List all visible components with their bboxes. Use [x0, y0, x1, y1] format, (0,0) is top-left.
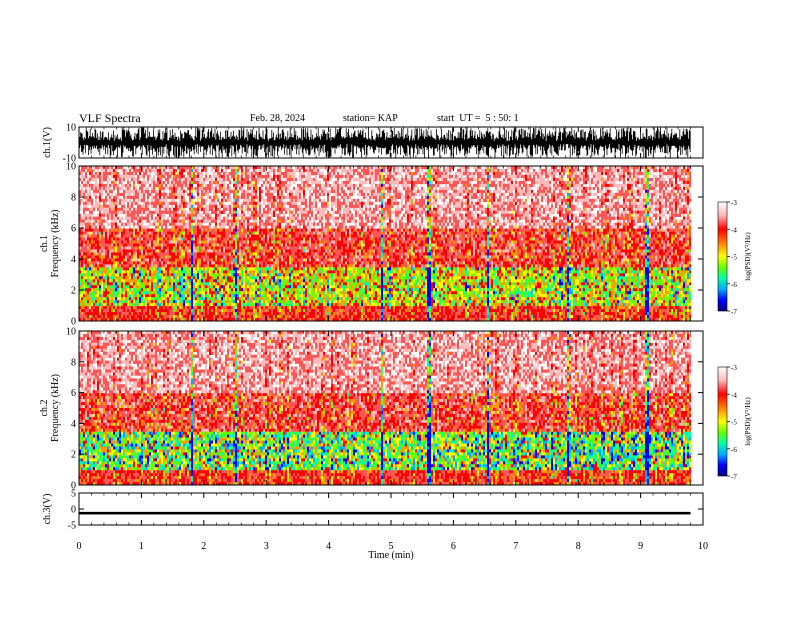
ch1-waveform-trace — [79, 127, 690, 158]
figure-start-time: start UT = 5 : 50: 1 — [437, 113, 519, 124]
x-tick-label: 1 — [139, 541, 144, 552]
x-tick-label: 8 — [576, 541, 581, 552]
ch1-colorbar-tick-label: -3 — [731, 199, 737, 207]
x-tick-label: 3 — [264, 541, 269, 552]
ch2-spectrogram-ytick-label: 2 — [71, 450, 76, 461]
ch1-colorbar-label: log(PSD)(V²/Hz) — [744, 232, 752, 281]
x-tick-label: 9 — [638, 541, 643, 552]
x-axis-label: Time (min) — [368, 550, 413, 561]
ch2-colorbar-gradient — [718, 367, 727, 476]
ch3-waveform-ytick-label: 5 — [71, 489, 76, 500]
ch2-colorbar-tick-label: -6 — [731, 446, 737, 454]
x-tick-label: 4 — [326, 541, 331, 552]
x-tick-label: 0 — [77, 541, 82, 552]
ch2-colorbar-tick-label: -4 — [731, 391, 737, 399]
figure-station: station= KAP — [343, 113, 398, 124]
ch2-spectrogram-ytick-label: 10 — [66, 327, 76, 338]
ch2-colorbar-tick-label: -3 — [731, 364, 737, 372]
figure-title: VLF Spectra — [79, 111, 141, 126]
figure-date: Feb. 28, 2024 — [250, 113, 305, 124]
ch2-spectrogram-ylabel: ch.2Frequency (kHz) — [39, 374, 61, 442]
ch1-waveform-panel: 10-10 — [63, 123, 703, 165]
ch3-waveform-trace — [79, 512, 691, 515]
ch3-waveform-ytick-label: 0 — [71, 505, 76, 516]
ch2-colorbar-label: log(PSD)(V²/Hz) — [744, 397, 752, 446]
ch2-colorbar-tick-label: -5 — [731, 419, 737, 427]
ch1-spectrogram-ytick-label: 4 — [71, 255, 76, 266]
ch3-waveform-ytick-label: -5 — [68, 521, 76, 532]
ch2-spectrogram-ytick-label: 8 — [71, 357, 76, 368]
ch1-colorbar-tick-label: -4 — [731, 226, 737, 234]
ch1-spectrogram-ytick-label: 6 — [71, 224, 76, 235]
ch1-spectrogram-cells — [79, 166, 691, 321]
ch1-colorbar-gradient — [718, 202, 727, 311]
x-tick-label: 6 — [451, 541, 456, 552]
ch2-colorbar-tick-label: -7 — [731, 473, 737, 481]
ch1-spectrogram-ylabel: ch.1Frequency (kHz) — [39, 209, 61, 277]
ch2-spectrogram-ytick-label: 4 — [71, 419, 76, 430]
ch3-waveform-ylabel: ch.3(V) — [42, 494, 53, 525]
colorbars: -3 -4 -5 -6 -7 log(PSD)(V²/Hz) -3 -4 -5 -6 -7 log(P… — [718, 199, 752, 481]
ch1-spectrogram-ytick-label: 10 — [66, 162, 76, 173]
ch2-spectrogram-cells — [79, 331, 691, 485]
ch1-colorbar-tick-label: -7 — [731, 308, 737, 316]
x-tick-label: 7 — [513, 541, 518, 552]
ch1-waveform-ylabel: ch.1(V) — [42, 127, 53, 158]
x-tick-label: 10 — [698, 541, 708, 552]
ch2-spectrogram-ytick-label: 6 — [71, 388, 76, 399]
ch1-colorbar-tick-label: -5 — [731, 254, 737, 262]
ch1-waveform-ytick-label: 10 — [66, 123, 76, 134]
ch3-waveform-panel: 5 0 -5 — [68, 489, 703, 532]
x-tick-label: 2 — [201, 541, 206, 552]
ch1-colorbar-tick-label: -6 — [731, 281, 737, 289]
ch1-spectrogram-ytick-label: 2 — [71, 286, 76, 297]
ch1-spectrogram-ytick-label: 8 — [71, 193, 76, 204]
